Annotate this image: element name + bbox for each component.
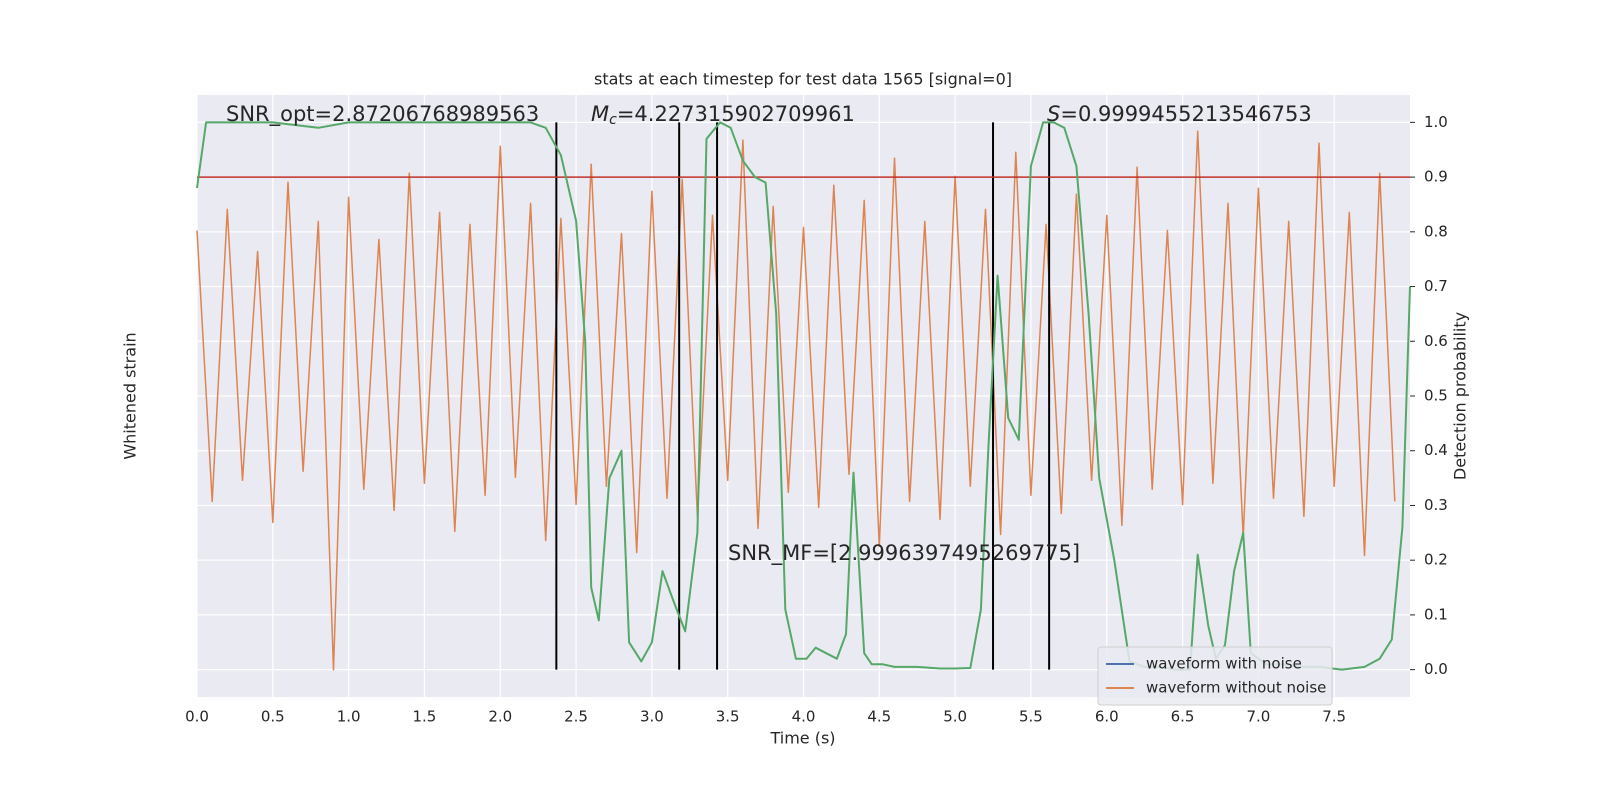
x-tick-label: 6.5 xyxy=(1171,708,1195,726)
y2-tick-label: 1.0 xyxy=(1424,113,1448,131)
x-axis-label: Time (s) xyxy=(769,729,835,748)
y2-axis-label: Detection probability xyxy=(1451,312,1470,480)
x-tick-label: 2.5 xyxy=(564,708,588,726)
legend-label: waveform without noise xyxy=(1146,679,1326,697)
annotation: SNR_MF=[2.9996397495269775] xyxy=(728,541,1080,566)
x-tick-label: 1.0 xyxy=(337,708,361,726)
y2-tick-label: 0.0 xyxy=(1424,660,1448,678)
y2-tick-label: 0.4 xyxy=(1424,441,1448,459)
x-tick-label: 3.0 xyxy=(640,708,664,726)
y2-tick-label: 0.2 xyxy=(1424,551,1448,569)
annotation: S=0.9999455213546753 xyxy=(1047,102,1312,126)
annotation: SNR_opt=2.87206768989563 xyxy=(226,102,539,127)
y2-tick-label: 0.6 xyxy=(1424,332,1448,350)
x-tick-label: 6.0 xyxy=(1095,708,1119,726)
annotation-text: =4.227315902709961 xyxy=(617,102,855,126)
y2-tick-label: 0.1 xyxy=(1424,605,1448,623)
x-tick-label: 0.5 xyxy=(261,708,285,726)
x-tick-label: 7.5 xyxy=(1322,708,1346,726)
legend: waveform with noise waveform without nois… xyxy=(1097,646,1333,706)
annotation-symbol: S xyxy=(1047,102,1060,126)
legend-label: waveform with noise xyxy=(1146,655,1302,673)
legend-box xyxy=(1097,646,1333,706)
annotation-text: =0.9999455213546753 xyxy=(1060,102,1311,126)
y-axis-label: Whitened strain xyxy=(121,332,140,459)
y2-tick-label: 0.3 xyxy=(1424,496,1448,514)
annotation-symbol: M xyxy=(591,102,609,126)
annotation: Mc=4.227315902709961 xyxy=(591,102,855,128)
x-tick-label: 4.0 xyxy=(792,708,816,726)
x-tick-label: 4.5 xyxy=(867,708,891,726)
y2-tick-label: 0.5 xyxy=(1424,387,1448,405)
x-tick-label: 0.0 xyxy=(185,708,209,726)
annotation-subscript: c xyxy=(609,112,617,128)
x-tick-label: 5.5 xyxy=(1019,708,1043,726)
x-tick-label: 7.0 xyxy=(1246,708,1270,726)
series-line xyxy=(196,130,1396,671)
y2-tick-label: 0.8 xyxy=(1424,222,1448,240)
x-tick-label: 3.5 xyxy=(716,708,740,726)
x-tick-label: 5.0 xyxy=(943,708,967,726)
annotations: SNR_opt=2.87206768989563 Mc=4.2273159027… xyxy=(226,102,1312,566)
y2-tick-label: 0.7 xyxy=(1424,277,1448,295)
x-tick-label: 2.0 xyxy=(488,708,512,726)
x-tick-label: 1.5 xyxy=(413,708,437,726)
chart-title: stats at each timestep for test data 156… xyxy=(594,70,1012,89)
y2-tick-label: 0.9 xyxy=(1424,168,1448,186)
